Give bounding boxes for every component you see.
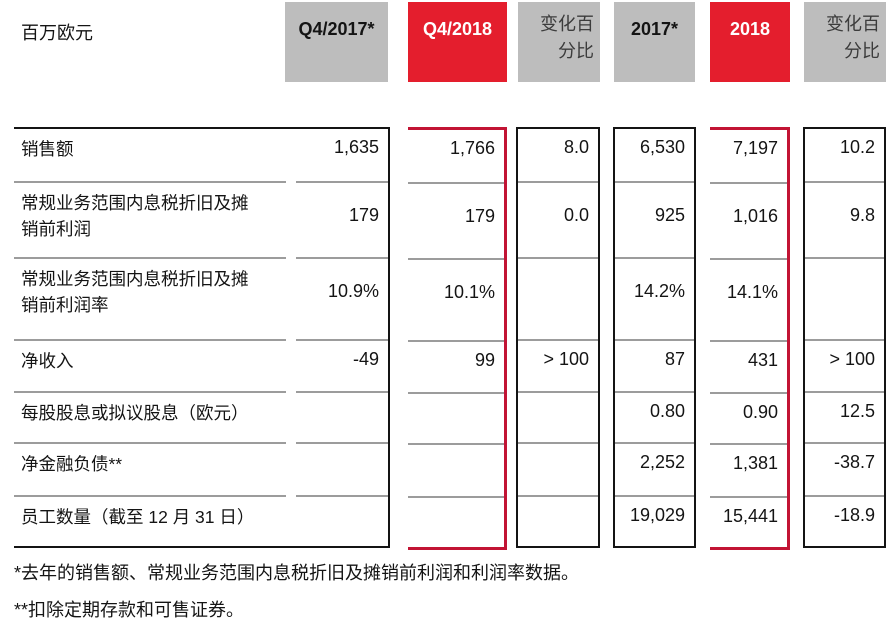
column-change-pct-year: 10.2 9.8 > 100 12.5 -38.7 -18.9 xyxy=(803,127,886,548)
row-label: 销售额 xyxy=(21,139,74,159)
cell-value: -38.7 xyxy=(805,442,884,495)
row-labels-column: 销售额 常规业务范围内息税折旧及摊 销前利润 常规业务范围内息税折旧及摊 销前利… xyxy=(14,129,286,546)
cell-value: 0.80 xyxy=(615,391,694,442)
column-change-pct-quarter: 8.0 0.0 > 100 xyxy=(516,127,600,548)
header-q4-2018: Q4/2018 xyxy=(408,2,507,82)
cell-value: 1,016 xyxy=(710,182,787,258)
column-fy-2017: 6,530 925 14.2% 87 0.80 2,252 19,029 xyxy=(613,127,696,548)
cell-value: 87 xyxy=(615,339,694,391)
cell-value xyxy=(518,442,598,495)
header-q4-2017: Q4/2017* xyxy=(285,2,388,82)
cell-value xyxy=(518,257,598,339)
cell-value: 7,197 xyxy=(732,138,778,158)
cell-value: 14.1% xyxy=(710,258,787,340)
label-and-q4-2017-columns: 销售额 常规业务范围内息税折旧及摊 销前利润 常规业务范围内息税折旧及摊 销前利… xyxy=(14,127,390,548)
footnote-prior-year: *去年的销售额、常规业务范围内息税折旧及摊销前利润和利润率数据。 xyxy=(14,563,580,583)
cell-value: 1,766 xyxy=(449,138,495,158)
cell-value: 0.0 xyxy=(518,181,598,257)
row-label: 常规业务范围内息税折旧及摊 销前利润率 xyxy=(14,257,286,339)
cell-value xyxy=(296,495,388,546)
header-fy-2018: 2018 xyxy=(710,2,790,82)
header-fy-2017: 2017* xyxy=(614,2,695,82)
cell-value: 6,530 xyxy=(639,137,685,157)
cell-value: 431 xyxy=(710,340,787,392)
column-q4-2017: 1,635 179 10.9% -49 xyxy=(296,129,390,546)
cell-value: 12.5 xyxy=(805,391,884,442)
footnote-net-debt: **扣除定期存款和可售证券。 xyxy=(14,600,245,620)
row-label: 员工数量（截至 12 月 31 日） xyxy=(14,495,286,546)
cell-value: 19,029 xyxy=(615,495,694,546)
row-label: 每股股息或拟议股息（欧元） xyxy=(14,391,286,442)
header-change-pct-year: 变化百 分比 xyxy=(804,2,886,82)
cell-value: 1,381 xyxy=(710,443,787,496)
column-fy-2018: 7,197 1,016 14.1% 431 0.90 1,381 15,441 xyxy=(710,127,790,550)
cell-value: 14.2% xyxy=(615,257,694,339)
cell-value: 0.90 xyxy=(710,392,787,443)
header-change-pct-quarter: 变化百 分比 xyxy=(518,2,600,82)
cell-value: 925 xyxy=(615,181,694,257)
cell-value: 179 xyxy=(408,182,504,258)
row-label: 净收入 xyxy=(14,339,286,391)
cell-value: 99 xyxy=(408,340,504,392)
cell-value xyxy=(518,391,598,442)
column-q4-2018: 1,766 179 10.1% 99 xyxy=(408,127,507,550)
cell-value: > 100 xyxy=(805,339,884,391)
cell-value xyxy=(296,391,388,442)
cell-value: -18.9 xyxy=(805,495,884,546)
unit-label: 百万欧元 xyxy=(21,23,93,43)
cell-value xyxy=(296,442,388,495)
cell-value: 2,252 xyxy=(615,442,694,495)
cell-value: > 100 xyxy=(518,339,598,391)
cell-value xyxy=(408,443,504,496)
cell-value: 15,441 xyxy=(710,496,787,547)
row-label: 净金融负债** xyxy=(14,442,286,495)
cell-value: 179 xyxy=(296,181,388,257)
cell-value xyxy=(408,392,504,443)
cell-value: 10.2 xyxy=(839,137,875,157)
cell-value: 9.8 xyxy=(805,181,884,257)
cell-value: 10.1% xyxy=(408,258,504,340)
cell-value xyxy=(518,495,598,546)
cell-value xyxy=(408,496,504,547)
cell-value: 1,635 xyxy=(333,137,379,157)
cell-value: 10.9% xyxy=(296,257,388,339)
cell-value: 8.0 xyxy=(563,137,589,157)
cell-value: -49 xyxy=(296,339,388,391)
cell-value xyxy=(805,257,884,339)
row-label: 常规业务范围内息税折旧及摊 销前利润 xyxy=(14,181,286,257)
